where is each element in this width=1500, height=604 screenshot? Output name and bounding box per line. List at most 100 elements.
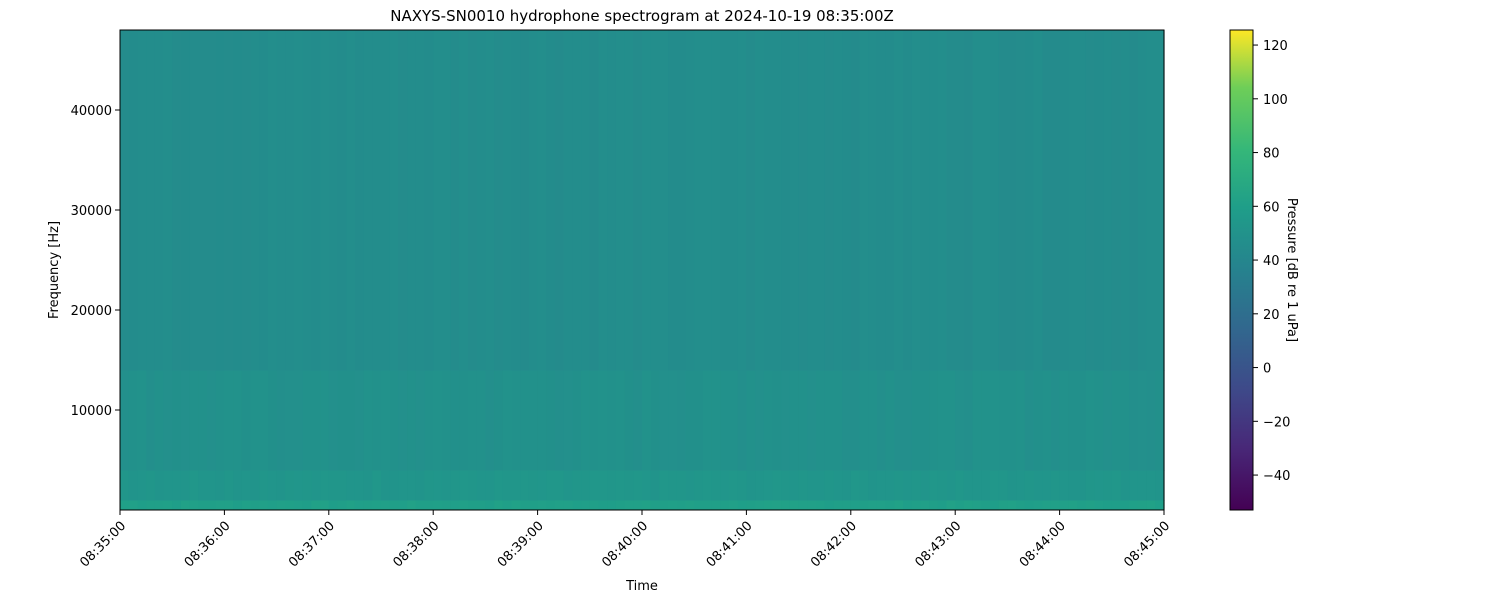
heatmap-cell xyxy=(302,370,312,471)
heatmap-cell xyxy=(1111,30,1122,371)
heatmap-cell xyxy=(320,470,330,501)
heatmap-cell xyxy=(1033,470,1043,501)
heatmap-cell xyxy=(816,500,826,511)
heatmap-cell xyxy=(302,30,312,371)
heatmap-cell xyxy=(1129,500,1139,511)
heatmap-cell xyxy=(407,470,417,501)
heatmap-cell xyxy=(354,30,365,371)
heatmap-cell xyxy=(563,30,573,371)
heatmap-cell xyxy=(224,500,234,511)
heatmap-cell xyxy=(189,370,199,471)
heatmap-cell xyxy=(1103,470,1113,501)
heatmap-cell xyxy=(163,470,173,501)
heatmap-cell xyxy=(259,470,269,501)
heatmap-cell xyxy=(615,500,626,511)
heatmap-cell xyxy=(276,470,286,501)
heatmap-cell xyxy=(598,370,608,471)
colorbar-tick-label: 100 xyxy=(1263,93,1288,108)
heatmap-cell xyxy=(1155,370,1165,471)
heatmap-cell xyxy=(711,30,721,371)
heatmap-cell xyxy=(276,30,286,371)
heatmap-cell xyxy=(389,30,399,371)
x-axis: 08:35:00 08:36:00 08:37:00 08:38:00 08:39:00… xyxy=(77,510,1173,570)
heatmap-cell xyxy=(172,30,182,371)
heatmap-cell xyxy=(233,500,243,511)
colorbar-tick-label: 80 xyxy=(1263,147,1280,162)
heatmap-cell xyxy=(589,30,600,371)
heatmap-cell xyxy=(1007,500,1017,511)
heatmap-cell xyxy=(633,500,643,511)
heatmap-cell xyxy=(746,30,756,371)
heatmap-cell xyxy=(146,500,156,511)
heatmap-cell xyxy=(450,370,460,471)
heatmap-cell xyxy=(520,30,530,371)
heatmap-cell xyxy=(233,30,243,371)
heatmap-cell xyxy=(285,370,295,471)
heatmap-cell xyxy=(468,30,478,371)
heatmap-cell xyxy=(937,500,948,511)
heatmap-cell xyxy=(615,30,626,371)
heatmap-cell xyxy=(424,470,434,501)
colorbar xyxy=(1229,29,1254,511)
heatmap-cell xyxy=(868,500,878,511)
heatmap-cell xyxy=(668,370,678,471)
heatmap-cell xyxy=(746,500,756,511)
heatmap-cell xyxy=(563,370,573,471)
heatmap-cell xyxy=(520,370,530,471)
heatmap-cell xyxy=(816,30,826,371)
heatmap-cell xyxy=(294,470,304,501)
heatmap-cell xyxy=(528,370,539,471)
x-tick-label: 08:37:00 xyxy=(286,519,338,571)
heatmap-cell xyxy=(415,500,426,511)
heatmap-cell xyxy=(137,470,147,501)
heatmap-cell xyxy=(868,30,878,371)
heatmap-cell xyxy=(1042,370,1052,471)
heatmap-cell xyxy=(729,470,739,501)
heatmap-cell xyxy=(441,370,452,471)
heatmap-cell xyxy=(485,370,495,471)
heatmap-cell xyxy=(1068,370,1078,471)
heatmap-cell xyxy=(668,30,678,371)
heatmap-cell xyxy=(607,370,617,471)
heatmap-cell xyxy=(302,500,312,511)
heatmap-cell xyxy=(137,30,147,371)
y-tick-label: 40000 xyxy=(71,104,112,119)
heatmap-cell xyxy=(1016,500,1026,511)
heatmap-cell xyxy=(615,470,626,501)
heatmap-cell xyxy=(1146,470,1156,501)
heatmap-cell xyxy=(241,30,252,371)
heatmap-cell xyxy=(859,470,869,501)
heatmap-cell xyxy=(763,30,774,371)
heatmap-cell xyxy=(1007,470,1017,501)
heatmap-cell xyxy=(137,370,147,471)
heatmap-cell xyxy=(720,500,730,511)
heatmap-cell xyxy=(198,470,208,501)
heatmap-cell xyxy=(781,470,791,501)
heatmap-cell xyxy=(1137,500,1148,511)
heatmap-cell xyxy=(920,500,930,511)
heatmap-cell xyxy=(937,470,948,501)
heatmap-cell xyxy=(598,470,608,501)
heatmap-cell xyxy=(120,500,130,511)
heatmap-cell xyxy=(1137,30,1148,371)
heatmap-cell xyxy=(981,370,991,471)
heatmap-cell xyxy=(563,500,573,511)
heatmap-cell xyxy=(276,500,286,511)
heatmap-cell xyxy=(755,470,765,501)
heatmap-cell xyxy=(711,470,721,501)
heatmap-cell xyxy=(328,370,339,471)
heatmap-cell xyxy=(885,500,895,511)
heatmap-cell xyxy=(711,370,721,471)
heatmap-cell xyxy=(1033,370,1043,471)
heatmap-cell xyxy=(1068,30,1078,371)
heatmap-cell xyxy=(1129,30,1139,371)
heatmap-cell xyxy=(737,500,747,511)
heatmap-cell xyxy=(946,370,956,471)
heatmap-cell xyxy=(1068,500,1078,511)
heatmap-cell xyxy=(685,470,695,501)
heatmap-cell xyxy=(494,500,504,511)
heatmap-cell xyxy=(372,500,382,511)
colorbar-axis: −40 −20 0 20 40 60 80 100 120 xyxy=(1253,39,1290,484)
heatmap-cell xyxy=(511,370,521,471)
x-tick-label: 08:35:00 xyxy=(77,519,129,571)
